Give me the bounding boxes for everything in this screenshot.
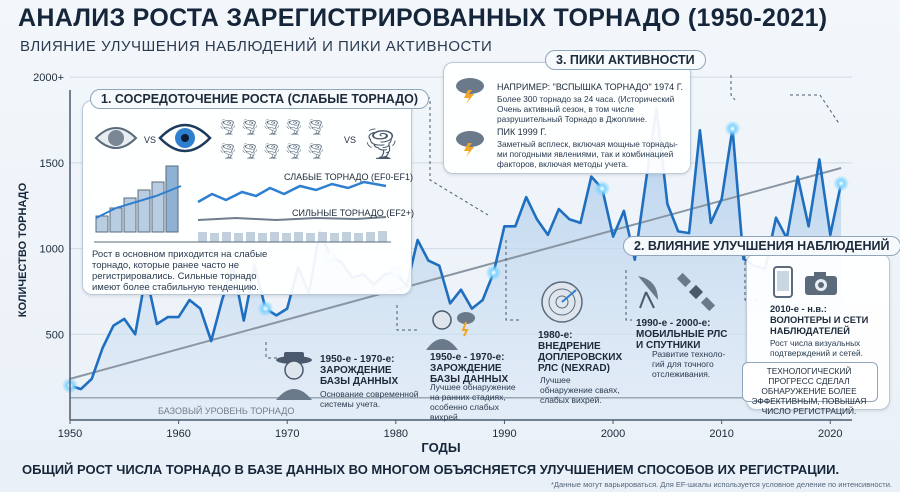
vs-label-2: VS [344, 135, 356, 145]
connector-6 [730, 75, 736, 101]
storm-icon-2 [456, 131, 484, 157]
y-axis-label: КОЛИЧЕСТВО ТОРНАДО [17, 182, 29, 317]
bar-graph [95, 165, 182, 233]
highlight-point [485, 264, 502, 281]
y-tick-label: 1500 [40, 158, 64, 170]
era-3-text: Лучшее обнаружение сваях, слабых вихрей. [540, 375, 620, 405]
baseline-label: БАЗОВЫЙ УРОВЕНЬ ТОРНАДО [158, 405, 294, 416]
highlight-point [257, 300, 274, 317]
connector-1 [397, 97, 489, 216]
x-tick-label: 1980 [384, 428, 408, 440]
strong-tornado-label: СИЛЬНЫЕ ТОРНАДО (EF2+) [292, 208, 415, 218]
x-tick-label: 1990 [492, 428, 516, 440]
highlight-point [594, 180, 611, 197]
weak-tornado-label: СЛАБЫЕ ТОРНАДО (EF0-EF1) [284, 172, 413, 182]
phone-icon [773, 266, 793, 298]
era-2-title: 1950-е - 1970-е: ЗАРОЖДЕНИЕ БАЗЫ ДАННЫХ [430, 352, 509, 385]
strong-trend-line [197, 216, 387, 222]
panel-1-text: Рост в основном приходится на слабые тор… [92, 249, 268, 293]
svg-text:🌪: 🌪 [306, 142, 325, 160]
x-axis-label: ГОДЫ [421, 440, 460, 455]
tornado-group-icon: 🌪 🌪 🌪 🌪 🌪 🌪 🌪 🌪 🌪 🌪 [218, 118, 325, 160]
connector-8 [790, 94, 841, 126]
connector-3 [396, 305, 420, 331]
vs-label-1: VS [144, 135, 156, 145]
svg-text:🌪: 🌪 [284, 142, 303, 160]
y-tick-label: 500 [46, 329, 64, 341]
svg-text:🌪: 🌪 [262, 118, 281, 136]
svg-text:🌪: 🌪 [306, 118, 325, 136]
era-1-text: Основание современной системы учета. [320, 389, 419, 409]
y-tick-label: 2000+ [33, 72, 64, 84]
strong-bars [198, 231, 387, 242]
x-tick-label: 2020 [818, 428, 842, 440]
x-tick-label: 1970 [275, 428, 299, 440]
trend-line [69, 167, 842, 380]
peak-1999-title: ПИК 1999 Г. [497, 127, 547, 137]
era-4-text: Развитие техноло-гий для точного отслежи… [652, 349, 726, 379]
peak-1974-title: НАПРИМЕР: "ВСПЫШКА ТОРНАДО" 1974 Г. [497, 82, 683, 92]
x-tick-label: 1950 [58, 428, 82, 440]
era-2-text: Лучшее обнаружение на ранних стадиях, ос… [430, 382, 516, 422]
highlight-point [724, 120, 741, 137]
panel-weak-tornadoes [82, 100, 412, 295]
y-tick-label: 1000 [40, 244, 64, 256]
highlight-point [833, 175, 850, 192]
panel-1-heading: 1. СОСРЕДОТОЧЕНИЕ РОСТА (СЛАБЫЕ ТОРНАДО) [90, 89, 430, 109]
connector-5 [625, 270, 632, 321]
observer-icon [276, 352, 312, 400]
x-tick-label: 2010 [709, 428, 733, 440]
volunteer-text: Рост числа визуальных подтверждений и се… [770, 338, 863, 358]
storm-icon [456, 78, 484, 104]
era-1-title: 1950-е - 1970-е: ЗАРОЖДЕНИЕ БАЗЫ ДАННЫХ [320, 354, 399, 387]
axes: 1950 1960 1970 1980 1990 2000 2010 2020 500 1000 1… [17, 72, 852, 455]
volunteer-title: 2010-е - н.в.: ВОЛОНТЕРЫ И СЕТИ НАБЛЮДАТ… [770, 304, 869, 336]
panel-3-heading: 3. ПИКИ АКТИВНОСТИ [545, 50, 706, 70]
x-tick-label: 1960 [166, 428, 190, 440]
camera-icon [805, 272, 837, 295]
conclusion-box [742, 362, 878, 402]
page-title: АНАЛИЗ РОСТА ЗАРЕГИСТРИРОВАННЫХ ТОРНАДО … [18, 4, 828, 32]
panel-2-heading: 2. ВЛИЯНИЕ УЛУЧШЕНИЯ НАБЛЮДЕНИЙ [623, 236, 900, 256]
meteorologist-icon [426, 310, 475, 350]
x-tick-label: 2000 [601, 428, 625, 440]
svg-text:🌪: 🌪 [218, 142, 237, 160]
era-4-title: 1990-е - 2000-е: МОБИЛЬНЫЕ РЛС И СПУТНИК… [636, 318, 728, 351]
peak-1974-text: Более 300 торнадо за 24 часа. (Историчес… [497, 94, 675, 124]
satellite-dish-icon [638, 276, 658, 309]
svg-text:🌪: 🌪 [262, 142, 281, 160]
svg-text:🌪: 🌪 [218, 118, 237, 136]
footnote: *Данные могут варьироваться. Для EF-шкал… [550, 480, 892, 489]
satellite-icon [676, 272, 716, 312]
svg-text:🌪: 🌪 [240, 118, 259, 136]
eye-icon [94, 127, 138, 149]
page-subtitle: ВЛИЯНИЕ УЛУЧШЕНИЯ НАБЛЮДЕНИЙ И ПИКИ АКТИ… [20, 38, 493, 55]
series-area [70, 108, 842, 420]
series-line [69, 106, 843, 391]
era-3-title: 1980-е: ВНЕДРЕНИЕ ДОПЛЕРОВСКИХ РЛС (NEXR… [538, 330, 623, 374]
conclusion-text: ТЕХНОЛОГИЧЕСКИЙ ПРОГРЕСС СДЕЛАЛ ОБНАРУЖЕ… [751, 366, 867, 416]
radar-icon [541, 281, 583, 323]
peak-1999-text: Заметный всплеск, включая мощные торнады… [497, 139, 678, 169]
weak-trend-line [197, 180, 387, 204]
panel-1-graphics: VS 🌪 🌪 🌪 🌪 🌪 🌪 🌪 🌪 🌪 🌪 VS 🌪 [94, 118, 400, 243]
tornado-large-icon: 🌪 [362, 127, 400, 162]
eye-icon-bright [158, 123, 212, 153]
svg-text:🌪: 🌪 [284, 118, 303, 136]
connector-4 [505, 240, 522, 321]
bottom-note: ОБЩИЙ РОСТ ЧИСЛА ТОРНАДО В БАЗЕ ДАННЫХ В… [22, 462, 840, 477]
svg-text:🌪: 🌪 [240, 142, 259, 160]
